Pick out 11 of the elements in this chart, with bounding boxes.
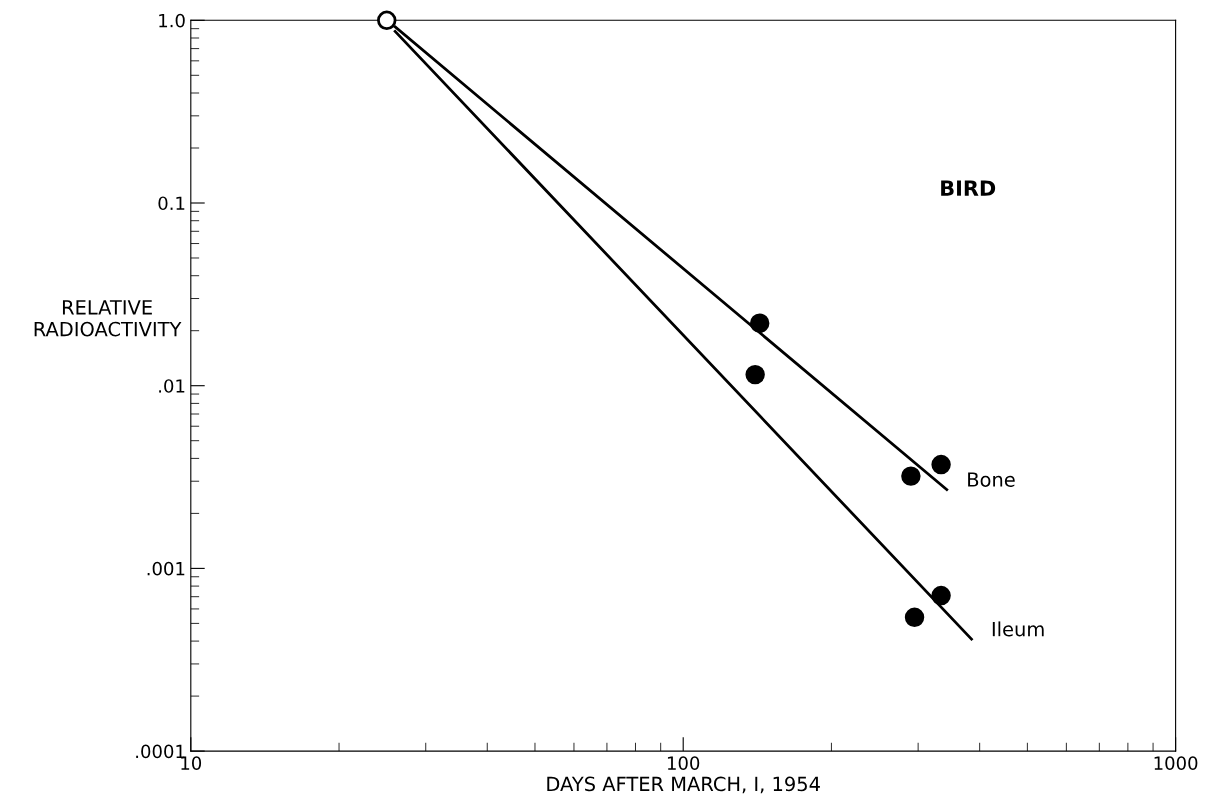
y-tick-label: 0.1	[158, 196, 185, 211]
y-tick-label: .01	[159, 379, 185, 393]
x-axis-title: DAYS AFTER MARCH, I, 1954	[547, 776, 820, 794]
annotation: Bone	[968, 472, 1015, 487]
annotation: Ileum	[992, 621, 1044, 637]
x-tick-label: 100	[667, 756, 700, 770]
annotation: BIRD	[941, 180, 996, 196]
y-tick-label: 1.0	[159, 13, 185, 28]
x-tick-label: 1000	[1154, 756, 1198, 770]
y-axis-title: RELATIVE RADIOACTIVITY	[34, 300, 182, 337]
y-tick-label: .001	[147, 561, 185, 576]
